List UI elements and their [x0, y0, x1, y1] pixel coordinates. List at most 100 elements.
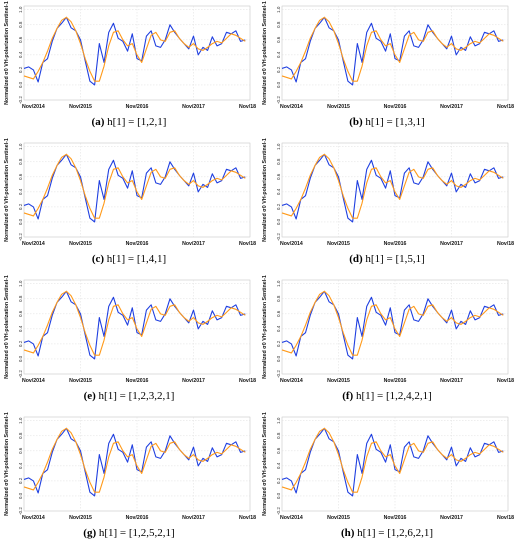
- caption-letter: (f): [342, 390, 354, 402]
- x-tick-label: Nov/2016: [126, 104, 149, 110]
- chart-f: -0.2 0.0 0.2 0.4 0.6 0.8 1.0 Nov/2014 Nov/2015 No…: [262, 275, 514, 384]
- x-tick-label: Nov/18: [239, 241, 256, 247]
- caption-letter: (d): [349, 253, 363, 265]
- y-tick-label: 1.0: [276, 6, 281, 13]
- x-tick-label: Nov/2017: [440, 241, 463, 247]
- caption-d: (d) h[1] = [1,5,1]: [258, 253, 516, 265]
- x-tick-label: Nov/2014: [22, 378, 45, 384]
- y-tick-label: 0.4: [276, 462, 281, 469]
- observed-series-line: [281, 290, 504, 360]
- caption-g: (g) h[1] = [1,2,5,2,1]: [0, 527, 258, 539]
- y-tick-label: -0.2: [276, 96, 281, 104]
- observed-series-line: [23, 16, 246, 86]
- x-tick-label: Nov/2015: [69, 104, 92, 110]
- y-tick-label: 0.4: [18, 188, 23, 195]
- y-tick-label: 1.0: [276, 280, 281, 287]
- plot-frame: [23, 5, 251, 101]
- y-tick-label: 0.2: [276, 66, 281, 73]
- observed-series-line: [23, 427, 246, 497]
- caption-text: h[1] = [1,2,1]: [107, 116, 167, 128]
- caption-text: h[1] = [1,2,5,2,1]: [98, 527, 175, 539]
- y-tick-label: 0.2: [18, 477, 23, 484]
- panel-e: -0.2 0.0 0.2 0.4 0.6 0.8 1.0 Nov/2014 Nov/2015 No…: [0, 274, 258, 411]
- x-tick-label: Nov/18: [239, 515, 256, 521]
- x-tick-label: Nov/18: [497, 104, 514, 110]
- y-tick-label: -0.2: [276, 507, 281, 515]
- caption-f: (f) h[1] = [1,2,4,2,1]: [258, 390, 516, 402]
- y-axis-label: Normalized σ0 VH-polarization Sentinel-1: [262, 1, 268, 105]
- y-tick-label: 0.0: [18, 355, 23, 362]
- x-tick-label: Nov/2014: [22, 241, 45, 247]
- y-tick-label: 0.0: [276, 218, 281, 225]
- chart-c: -0.2 0.0 0.2 0.4 0.6 0.8 1.0 Nov/2014 Nov/2015 No…: [4, 138, 256, 247]
- plot-frame: [23, 142, 251, 238]
- y-axis-label: Normalized σ0 VH-polarization Sentinel-1: [262, 275, 268, 379]
- x-tick-label: Nov/2017: [182, 241, 205, 247]
- x-tick-label: Nov/2014: [280, 378, 303, 384]
- y-tick-label: 1.0: [276, 143, 281, 150]
- y-axis-label: Normalized σ0 VH-polarization Sentinel-1: [4, 412, 10, 516]
- y-tick-label: 0.0: [276, 81, 281, 88]
- y-axis-label: Normalized σ0 VH-polarization Sentinel-1: [262, 412, 268, 516]
- x-tick-label: Nov/18: [239, 378, 256, 384]
- plot-frame: [281, 416, 509, 512]
- predicted-series-line: [23, 427, 246, 493]
- caption-text: h[1] = [1,4,1]: [106, 253, 167, 265]
- x-tick-label: Nov/2016: [384, 104, 407, 110]
- y-tick-label: 0.4: [18, 325, 23, 332]
- predicted-series-line: [281, 427, 504, 493]
- caption-letter: (c): [91, 253, 105, 265]
- x-tick-label: Nov/2017: [182, 515, 205, 521]
- observed-series-line: [281, 427, 504, 497]
- observed-series-line: [23, 153, 246, 223]
- y-tick-label: 0.8: [276, 432, 281, 439]
- caption-h: (h) h[1] = [1,2,6,2,1]: [258, 527, 516, 539]
- panel-f: -0.2 0.0 0.2 0.4 0.6 0.8 1.0 Nov/2014 Nov/2015 No…: [258, 274, 516, 411]
- y-tick-label: 0.8: [18, 295, 23, 302]
- y-tick-label: 0.4: [276, 188, 281, 195]
- y-tick-label: -0.2: [18, 233, 23, 241]
- y-tick-label: 0.4: [18, 51, 23, 58]
- x-tick-label: Nov/2015: [69, 515, 92, 521]
- y-tick-label: 0.2: [18, 66, 23, 73]
- observed-series-line: [23, 290, 246, 360]
- x-tick-label: Nov/2014: [280, 104, 303, 110]
- x-tick-label: Nov/2014: [280, 515, 303, 521]
- x-tick-label: Nov/2015: [69, 241, 92, 247]
- y-tick-label: 0.6: [18, 36, 23, 43]
- y-tick-label: 0.8: [276, 21, 281, 28]
- panel-a: -0.2 0.0 0.2 0.4 0.6 0.8 1.0 Nov/2014 Nov/2015 No…: [0, 0, 258, 137]
- plot-frame: [281, 5, 509, 101]
- y-tick-label: 0.2: [276, 203, 281, 210]
- y-tick-label: 0.6: [276, 173, 281, 180]
- y-axis-label: Normalized σ0 VH-polarization Sentinel-1: [4, 275, 10, 379]
- observed-series-line: [281, 16, 504, 86]
- y-tick-label: 0.8: [18, 158, 23, 165]
- y-tick-label: 0.2: [276, 477, 281, 484]
- x-tick-label: Nov/2016: [126, 515, 149, 521]
- y-tick-label: 0.8: [18, 21, 23, 28]
- caption-letter: (e): [83, 390, 96, 402]
- x-tick-label: Nov/18: [239, 104, 256, 110]
- predicted-series-line: [23, 153, 246, 219]
- y-tick-label: 0.8: [276, 158, 281, 165]
- panel-c: -0.2 0.0 0.2 0.4 0.6 0.8 1.0 Nov/2014 Nov/2015 No…: [0, 137, 258, 274]
- caption-text: h[1] = [1,2,4,2,1]: [355, 390, 432, 402]
- y-tick-label: 0.4: [18, 462, 23, 469]
- x-tick-label: Nov/2017: [440, 378, 463, 384]
- y-tick-label: 0.4: [276, 325, 281, 332]
- panel-g: -0.2 0.0 0.2 0.4 0.6 0.8 1.0 Nov/2014 Nov/2015 No…: [0, 411, 258, 548]
- x-tick-label: Nov/2017: [440, 515, 463, 521]
- y-axis-label: Normalized σ0 VH-polarization Sentinel-1: [4, 138, 10, 242]
- x-tick-label: Nov/2015: [327, 104, 350, 110]
- x-tick-label: Nov/2016: [126, 241, 149, 247]
- y-tick-label: 1.0: [18, 143, 23, 150]
- y-tick-label: 1.0: [18, 6, 23, 13]
- y-axis-label: Normalized σ0 VH-polarization Sentinel-1: [4, 1, 10, 105]
- x-tick-label: Nov/2017: [182, 104, 205, 110]
- x-tick-label: Nov/2015: [327, 515, 350, 521]
- caption-letter: (g): [83, 527, 97, 539]
- caption-letter: (b): [349, 116, 363, 128]
- y-tick-label: 0.0: [18, 81, 23, 88]
- y-axis-label: Normalized σ0 VH-polarization Sentinel-1: [262, 138, 268, 242]
